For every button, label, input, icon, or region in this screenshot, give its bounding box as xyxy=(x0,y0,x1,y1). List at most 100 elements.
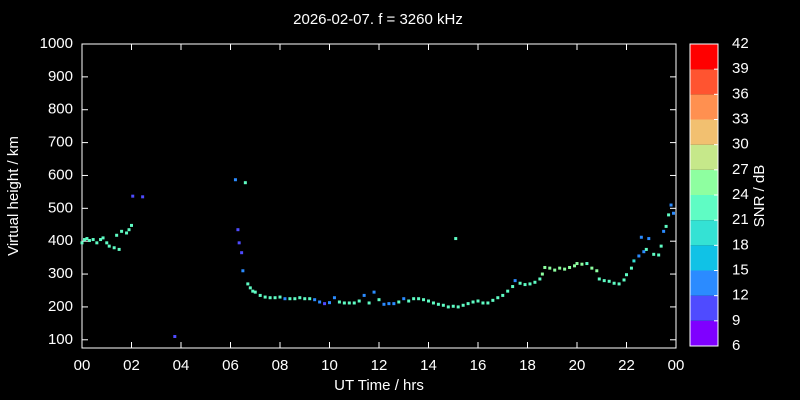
colorbar-band xyxy=(690,94,718,120)
data-point xyxy=(87,239,91,243)
data-point xyxy=(80,241,84,245)
x-tick-label: 14 xyxy=(420,357,437,374)
y-tick-label: 700 xyxy=(48,134,73,151)
colorbar-tick-label: 21 xyxy=(732,211,749,228)
data-point xyxy=(491,298,495,302)
data-point xyxy=(590,266,594,270)
data-point xyxy=(392,302,396,306)
colorbar-band xyxy=(690,320,718,346)
colorbar-band xyxy=(690,220,718,246)
data-point xyxy=(647,237,651,241)
data-point xyxy=(461,303,465,307)
data-point xyxy=(456,305,460,309)
data-point xyxy=(105,241,109,245)
data-point xyxy=(112,246,116,250)
data-point xyxy=(323,302,327,306)
data-point xyxy=(451,304,455,308)
data-point xyxy=(441,303,445,307)
data-point xyxy=(357,299,361,303)
y-tick-label: 100 xyxy=(48,331,73,348)
data-point xyxy=(637,254,641,258)
data-point xyxy=(293,297,297,301)
colorbar-band xyxy=(690,245,718,271)
y-tick-label: 300 xyxy=(48,265,73,282)
x-tick-label: 04 xyxy=(173,357,190,374)
data-point xyxy=(243,181,247,185)
data-point xyxy=(625,273,628,277)
data-point xyxy=(573,264,577,268)
x-tick-label: 20 xyxy=(569,357,586,374)
data-point xyxy=(268,296,272,300)
data-point xyxy=(662,229,666,233)
colorbar-band xyxy=(690,44,718,70)
data-point xyxy=(248,286,252,290)
x-tick-label: 06 xyxy=(222,357,239,374)
data-point xyxy=(141,195,145,199)
data-point xyxy=(622,278,626,282)
data-point xyxy=(511,285,515,289)
data-point xyxy=(303,297,307,301)
data-point xyxy=(85,237,89,241)
data-point xyxy=(387,302,391,306)
data-point xyxy=(446,305,450,309)
data-point xyxy=(513,279,517,283)
data-point xyxy=(258,293,262,297)
data-point xyxy=(642,250,646,254)
y-tick-label: 900 xyxy=(48,68,73,85)
y-tick-label: 1000 xyxy=(40,35,73,52)
colorbar-tick-label: 18 xyxy=(732,236,749,253)
data-point xyxy=(602,279,606,283)
x-tick-label: 08 xyxy=(272,357,289,374)
data-point xyxy=(672,211,676,215)
colorbar-band xyxy=(690,69,718,95)
colorbar-tick-label: 15 xyxy=(732,261,749,278)
data-point xyxy=(313,298,317,302)
data-point xyxy=(352,301,356,305)
data-point xyxy=(120,229,124,233)
x-tick-label: 02 xyxy=(123,357,140,374)
data-point xyxy=(471,300,475,304)
colorbar-tick-label: 24 xyxy=(732,186,749,203)
data-point xyxy=(328,301,331,305)
data-point xyxy=(538,277,542,281)
data-point xyxy=(117,247,121,251)
y-tick-label: 800 xyxy=(48,101,73,118)
data-point xyxy=(563,267,567,271)
data-point xyxy=(402,297,406,301)
data-point xyxy=(657,253,661,257)
data-point xyxy=(501,293,505,297)
data-point xyxy=(523,283,527,287)
data-point xyxy=(278,295,282,299)
data-point xyxy=(540,272,544,276)
data-point xyxy=(585,262,589,266)
data-point xyxy=(568,265,572,269)
data-point xyxy=(669,203,673,207)
data-point xyxy=(288,297,292,301)
data-point xyxy=(466,302,470,306)
data-point xyxy=(548,266,552,270)
data-point xyxy=(431,301,435,305)
data-point xyxy=(241,269,245,273)
data-point xyxy=(337,300,341,304)
data-point xyxy=(263,295,267,299)
data-point xyxy=(308,297,312,301)
data-point xyxy=(251,289,255,293)
y-axis-label: Virtual height / km xyxy=(5,136,22,256)
data-point xyxy=(99,238,103,242)
data-point xyxy=(240,251,244,255)
data-point xyxy=(107,244,111,248)
colorbar-band xyxy=(690,270,718,296)
data-point xyxy=(632,259,636,263)
data-point xyxy=(382,302,386,306)
data-point xyxy=(273,296,277,300)
data-point xyxy=(612,281,616,285)
data-point xyxy=(617,282,621,286)
data-point xyxy=(533,280,537,284)
data-point xyxy=(362,293,366,297)
y-tick-label: 600 xyxy=(48,166,73,183)
data-point xyxy=(253,290,257,294)
x-axis-label: UT Time / hrs xyxy=(334,377,424,394)
x-tick-label: 18 xyxy=(519,357,536,374)
